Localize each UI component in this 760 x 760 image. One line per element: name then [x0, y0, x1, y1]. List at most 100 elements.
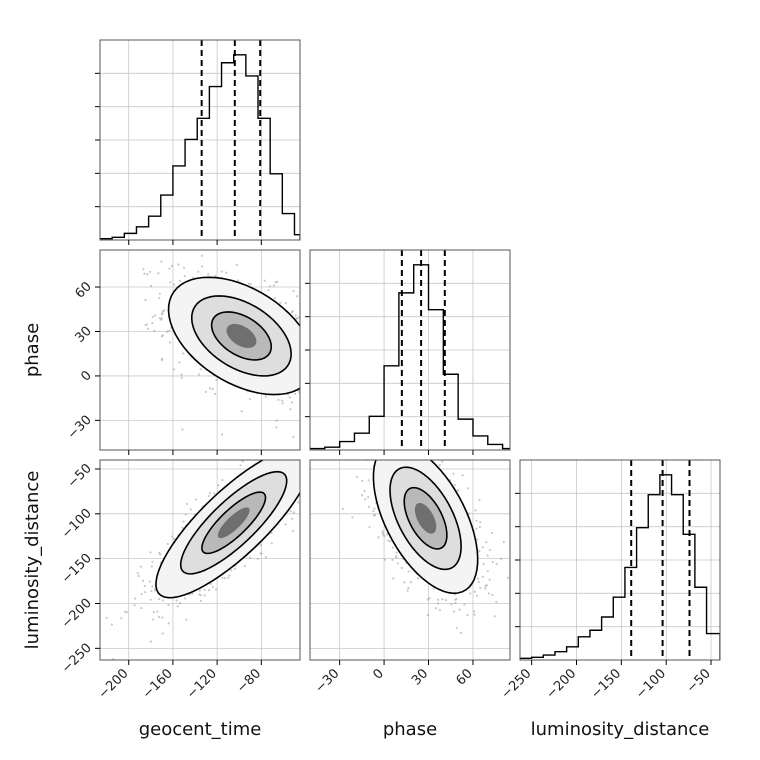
sample-point [347, 404, 349, 406]
sample-point [314, 308, 316, 310]
sample-point [270, 531, 273, 535]
sample-point [123, 610, 127, 613]
sample-point [163, 309, 166, 312]
sample-point [314, 461, 316, 463]
sample-point [110, 623, 113, 626]
sample-point [478, 525, 481, 529]
sample-point [312, 424, 314, 426]
sample-point [144, 323, 147, 327]
sample-point [458, 608, 461, 611]
sample-point [160, 335, 164, 338]
sample-point [367, 505, 371, 508]
sample-point [191, 592, 194, 595]
sample-point [479, 521, 482, 524]
sample-point [221, 576, 224, 580]
sample-point [325, 367, 327, 369]
sample-point [477, 580, 480, 584]
sample-point [178, 361, 181, 364]
sample-point [148, 270, 152, 273]
sample-point [495, 600, 498, 604]
x-tick-label: −160 [140, 666, 176, 702]
sample-point [302, 353, 304, 355]
sample-point [305, 389, 307, 391]
sample-point [438, 608, 441, 612]
sample-point [249, 283, 252, 286]
sample-point [488, 578, 491, 581]
sample-point [167, 622, 170, 625]
sample-point [270, 542, 273, 545]
sample-point [409, 581, 413, 584]
sample-point [307, 365, 309, 367]
sample-point [466, 487, 470, 490]
sample-point [304, 478, 306, 480]
sample-point [473, 590, 476, 593]
sample-point [349, 431, 351, 433]
sample-point [378, 454, 380, 456]
sample-point [444, 598, 448, 602]
sample-point [367, 496, 370, 499]
sample-point [173, 368, 176, 371]
sample-point [215, 378, 218, 382]
sample-point [151, 585, 154, 588]
sample-point [481, 546, 484, 549]
x-tick-label: −80 [234, 666, 264, 696]
y-axis-label-phase: phase [22, 323, 43, 377]
sample-point [105, 616, 108, 619]
sample-point [481, 575, 484, 578]
sample-point [260, 552, 263, 555]
sample-point [272, 284, 276, 287]
sample-point [476, 538, 479, 541]
sample-point [396, 562, 399, 565]
sample-point [437, 598, 440, 601]
sample-point [368, 526, 371, 529]
sample-point [346, 393, 348, 395]
sample-point [134, 597, 137, 600]
sample-point [154, 589, 157, 592]
sample-point [305, 352, 307, 354]
sample-point [438, 464, 441, 467]
sample-point [161, 313, 164, 316]
y-tick-label: −200 [59, 596, 95, 632]
sample-point [264, 456, 266, 458]
sample-point [434, 607, 438, 610]
sample-point [410, 440, 412, 442]
sample-point [486, 554, 489, 557]
sample-point [475, 527, 478, 530]
contour-level [414, 502, 437, 534]
sample-point [326, 452, 328, 454]
sample-point [459, 631, 463, 634]
sample-point [184, 513, 187, 516]
sample-point [455, 626, 458, 629]
sample-point [373, 514, 376, 517]
sample-point [149, 551, 152, 554]
sample-point [211, 585, 215, 589]
sample-point [236, 454, 238, 456]
sample-point [413, 456, 415, 458]
sample-point [314, 356, 316, 358]
sample-point [199, 599, 202, 603]
sample-point [302, 323, 304, 325]
sample-point [307, 387, 309, 389]
sample-point [407, 432, 409, 434]
sample-point [482, 562, 485, 565]
sample-point [382, 435, 384, 437]
sample-point [157, 615, 161, 619]
sample-point [381, 532, 384, 535]
sample-point [230, 569, 233, 572]
sample-point [125, 610, 128, 614]
sample-point [302, 323, 304, 325]
sample-point [197, 373, 201, 376]
sample-point [325, 358, 327, 360]
y-tick-label: −50 [65, 461, 95, 491]
sample-point [315, 379, 317, 381]
sample-point [284, 523, 287, 526]
sample-point [436, 602, 440, 605]
sample-point [291, 439, 293, 441]
sample-point [228, 574, 231, 577]
sample-point [306, 370, 308, 372]
sample-point [203, 588, 206, 592]
sample-point [140, 592, 143, 596]
panel-frame [309, 249, 511, 451]
sample-point [367, 479, 370, 482]
sample-point [150, 589, 153, 593]
